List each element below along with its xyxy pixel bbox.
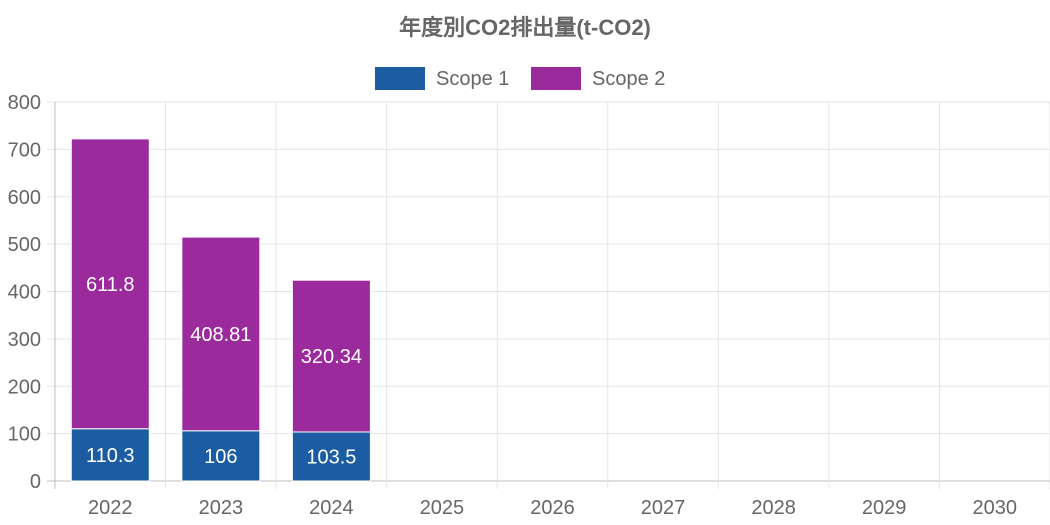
bar-scope-2-2022[interactable] <box>70 138 150 430</box>
x-tick-label: 2024 <box>309 497 354 519</box>
x-tick-label: 2025 <box>420 497 465 519</box>
legend-swatch-scope-2 <box>531 67 581 90</box>
y-tick-label: 800 <box>8 92 41 114</box>
y-tick-label: 700 <box>8 139 41 161</box>
x-tick-label: 2029 <box>862 497 907 519</box>
y-tick-label: 200 <box>8 376 41 398</box>
legend-item-scope-2[interactable]: Scope 2 <box>531 67 665 90</box>
legend-label-scope-2: Scope 2 <box>592 68 665 90</box>
x-tick-label: 2022 <box>88 497 133 519</box>
bar-value-label: 103.5 <box>306 446 356 468</box>
bar-scope-1-2024[interactable] <box>291 431 371 482</box>
x-tick-label: 2026 <box>530 497 575 519</box>
x-tick-label: 2028 <box>751 497 796 519</box>
x-axis: 2022 2023 2024 2025 2026 2027 2028 2029 2030 <box>88 497 1017 519</box>
x-tick-label: 2027 <box>641 497 686 519</box>
bar-scope-2-2023[interactable] <box>181 236 261 432</box>
x-tick-label: 2030 <box>972 497 1017 519</box>
y-tick-label: 0 <box>30 471 41 493</box>
x-tick-label: 2023 <box>199 497 244 519</box>
chart-title: 年度別CO2排出量(t-CO2) <box>399 15 651 40</box>
bar-value-label: 408.81 <box>190 324 251 346</box>
bar-value-label: 110.3 <box>86 445 135 467</box>
y-tick-label: 500 <box>8 234 41 256</box>
bar-scope-2-2024[interactable] <box>291 279 371 433</box>
y-tick-label: 100 <box>8 424 41 446</box>
legend-item-scope-1[interactable]: Scope 1 <box>375 67 509 90</box>
bars <box>70 138 371 482</box>
y-axis: 0 100 200 300 400 500 600 700 800 <box>8 92 41 493</box>
bar-value-labels: 110.3 611.8 106 408.81 103.5 320.34 <box>86 274 362 469</box>
y-tick-label: 300 <box>8 329 41 351</box>
legend-label-scope-1: Scope 1 <box>436 68 509 90</box>
y-tick-label: 400 <box>8 282 41 304</box>
bar-value-label: 106 <box>204 446 237 468</box>
bar-value-label: 320.34 <box>301 346 362 368</box>
legend: Scope 1 Scope 2 <box>375 67 665 90</box>
y-tick-label: 600 <box>8 187 41 209</box>
legend-swatch-scope-1 <box>375 67 425 90</box>
bar-value-label: 611.8 <box>86 274 135 296</box>
